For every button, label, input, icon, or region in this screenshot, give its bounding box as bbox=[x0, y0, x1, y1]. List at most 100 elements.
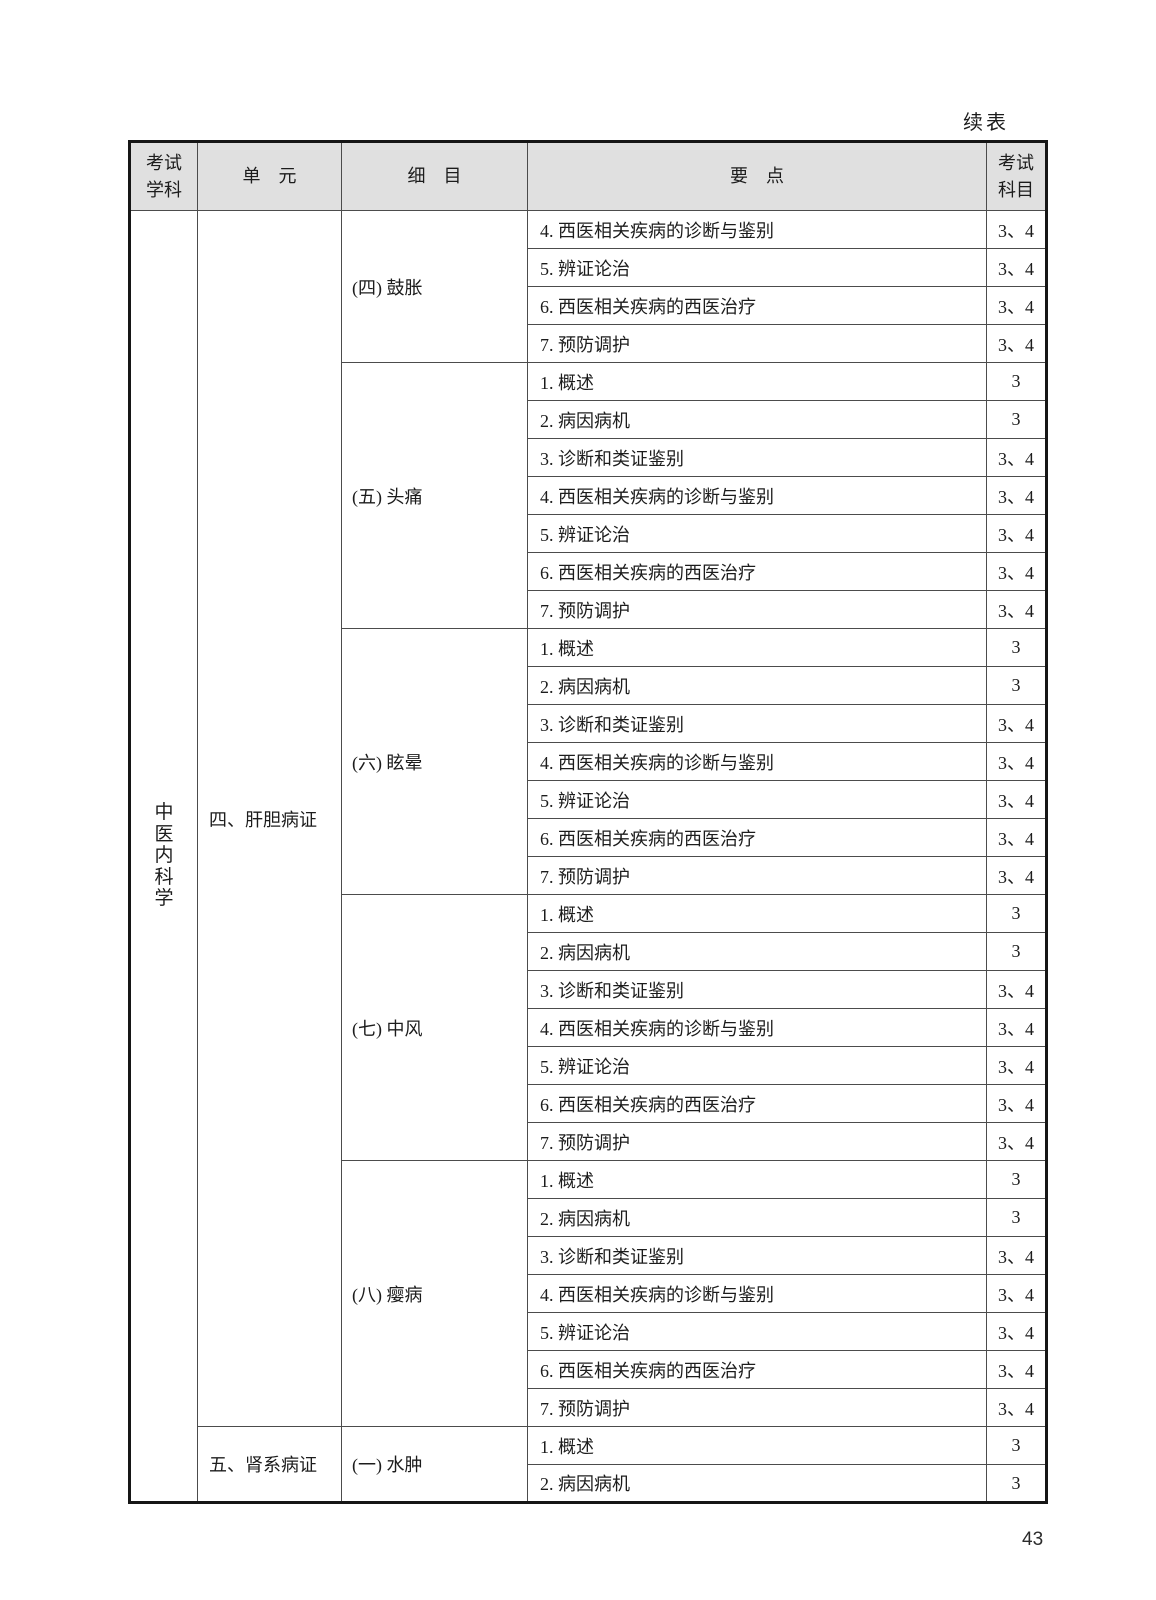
exam-subjects-cell: 3、4 bbox=[986, 552, 1047, 591]
point-cell: 4. 西医相关疾病的诊断与鉴别 bbox=[527, 210, 987, 249]
continued-table-label: 续表 bbox=[963, 112, 1009, 134]
table-row: (六) 眩晕 1. 概述 3 bbox=[130, 628, 1047, 895]
table-row: 6. 西医相关疾病的西医治疗 3、4 bbox=[130, 552, 1047, 591]
unit-cell: 五、肾系病证 bbox=[197, 1426, 342, 1503]
column-header-points: 要 点 bbox=[527, 141, 987, 211]
point-cell: 1. 概述 bbox=[527, 362, 987, 401]
exam-subjects-cell: 3、4 bbox=[986, 742, 1047, 781]
point-cell: 2. 病因病机 bbox=[527, 932, 987, 971]
point-cell: 5. 辨证论治 bbox=[527, 514, 987, 553]
point-cell: 3. 诊断和类证鉴别 bbox=[527, 438, 987, 477]
subject-vertical-text: 中医内科学 bbox=[154, 802, 174, 910]
exam-subjects-cell: 3、4 bbox=[986, 514, 1047, 553]
exam-subjects-cell: 3、4 bbox=[986, 210, 1047, 249]
point-cell: 6. 西医相关疾病的西医治疗 bbox=[527, 818, 987, 857]
table-row: 7. 预防调护 3、4 bbox=[130, 1122, 1047, 1161]
point-cell: 6. 西医相关疾病的西医治疗 bbox=[527, 552, 987, 591]
point-cell: 3. 诊断和类证鉴别 bbox=[527, 970, 987, 1009]
exam-subjects-cell: 3、4 bbox=[986, 1008, 1047, 1047]
table-row: 3. 诊断和类证鉴别 3、4 bbox=[130, 970, 1047, 1009]
point-cell: 7. 预防调护 bbox=[527, 1122, 987, 1161]
exam-subjects-cell: 3、4 bbox=[986, 1046, 1047, 1085]
table-row: 7. 预防调护 3、4 bbox=[130, 590, 1047, 629]
table-row: 中医内科学 四、肝胆病证 (四) 鼓胀 4. 西医相关疾病的诊断与鉴别 3、4 bbox=[129, 210, 1047, 1503]
detail-cell: (五) 头痛 bbox=[341, 362, 528, 629]
exam-subjects-cell: 3、4 bbox=[986, 590, 1047, 629]
exam-subjects-cell: 3、4 bbox=[986, 438, 1047, 477]
syllabus-table: 考试学科 单 元 细 目 要 点 考试科目 中医内科学 四、肝胆病证 (四) 鼓… bbox=[128, 140, 1048, 1504]
table-row: 4. 西医相关疾病的诊断与鉴别 3、4 bbox=[130, 476, 1047, 515]
table-row: 7. 预防调护 3、4 bbox=[130, 324, 1047, 363]
exam-subjects-cell: 3、4 bbox=[986, 970, 1047, 1009]
exam-subjects-cell: 3 bbox=[986, 1160, 1047, 1199]
exam-subjects-cell: 3、4 bbox=[986, 248, 1047, 287]
exam-subjects-cell: 3 bbox=[986, 400, 1047, 439]
point-cell: 4. 西医相关疾病的诊断与鉴别 bbox=[527, 1008, 987, 1047]
table-row: 4. 西医相关疾病的诊断与鉴别 3、4 bbox=[130, 1274, 1047, 1313]
exam-subjects-cell: 3 bbox=[986, 894, 1047, 933]
table-row: 3. 诊断和类证鉴别 3、4 bbox=[130, 1236, 1047, 1275]
subject-cell: 中医内科学 bbox=[129, 210, 198, 1503]
exam-subjects-cell: 3、4 bbox=[986, 1084, 1047, 1123]
point-cell: 1. 概述 bbox=[527, 894, 987, 933]
exam-subjects-cell: 3、4 bbox=[986, 476, 1047, 515]
exam-subjects-cell: 3 bbox=[986, 932, 1047, 971]
detail-cell: (一) 水肿 bbox=[341, 1426, 528, 1503]
exam-subjects-cell: 3 bbox=[986, 628, 1047, 667]
point-cell: 4. 西医相关疾病的诊断与鉴别 bbox=[527, 476, 987, 515]
point-cell: 3. 诊断和类证鉴别 bbox=[527, 1236, 987, 1275]
table-row: 6. 西医相关疾病的西医治疗 3、4 bbox=[130, 286, 1047, 325]
detail-cell: (四) 鼓胀 bbox=[341, 210, 528, 363]
point-cell: 2. 病因病机 bbox=[527, 1464, 987, 1503]
point-cell: 1. 概述 bbox=[527, 1160, 987, 1199]
detail-cell: (七) 中风 bbox=[341, 894, 528, 1161]
point-cell: 5. 辨证论治 bbox=[527, 248, 987, 287]
point-cell: 7. 预防调护 bbox=[527, 856, 987, 895]
point-cell: 5. 辨证论治 bbox=[527, 1312, 987, 1351]
column-header-unit: 单 元 bbox=[197, 141, 342, 211]
exam-subjects-cell: 3、4 bbox=[986, 1388, 1047, 1427]
table-row: (五) 头痛 1. 概述 3 bbox=[130, 362, 1047, 629]
table-row: 6. 西医相关疾病的西医治疗 3、4 bbox=[130, 1350, 1047, 1389]
point-cell: 4. 西医相关疾病的诊断与鉴别 bbox=[527, 742, 987, 781]
exam-subjects-cell: 3 bbox=[986, 1426, 1047, 1465]
exam-subjects-cell: 3 bbox=[986, 1198, 1047, 1237]
point-cell: 7. 预防调护 bbox=[527, 590, 987, 629]
exam-subjects-cell: 3、4 bbox=[986, 1122, 1047, 1161]
table-row: 7. 预防调护 3、4 bbox=[130, 1388, 1047, 1427]
point-cell: 4. 西医相关疾病的诊断与鉴别 bbox=[527, 1274, 987, 1313]
table-row: 5. 辨证论治 3、4 bbox=[130, 1046, 1047, 1085]
point-cell: 1. 概述 bbox=[527, 628, 987, 667]
point-cell: 5. 辨证论治 bbox=[527, 780, 987, 819]
column-header-detail: 细 目 bbox=[341, 141, 528, 211]
table-row: 4. 西医相关疾病的诊断与鉴别 3、4 bbox=[130, 1008, 1047, 1047]
column-header-exam: 考试科目 bbox=[986, 141, 1047, 211]
exam-subjects-cell: 3 bbox=[986, 1464, 1047, 1503]
table-row: 4. 西医相关疾病的诊断与鉴别 3、4 bbox=[130, 742, 1047, 781]
exam-subjects-cell: 3 bbox=[986, 666, 1047, 705]
table-row: (七) 中风 1. 概述 3 bbox=[130, 894, 1047, 1161]
table-row: 5. 辨证论治 3、4 bbox=[130, 1312, 1047, 1351]
table-row: 2. 病因病机 3 bbox=[130, 1198, 1047, 1237]
point-cell: 2. 病因病机 bbox=[527, 1198, 987, 1237]
point-cell: 6. 西医相关疾病的西医治疗 bbox=[527, 286, 987, 325]
table-row: 2. 病因病机 3 bbox=[130, 1464, 1047, 1503]
exam-subjects-cell: 3、4 bbox=[986, 1350, 1047, 1389]
page-number: 43 bbox=[1022, 1529, 1044, 1550]
exam-subjects-cell: 3、4 bbox=[986, 704, 1047, 743]
detail-cell: (八) 瘿病 bbox=[341, 1160, 528, 1427]
exam-subjects-cell: 3、4 bbox=[986, 1274, 1047, 1313]
point-cell: 6. 西医相关疾病的西医治疗 bbox=[527, 1350, 987, 1389]
unit-cell: 四、肝胆病证 bbox=[197, 210, 342, 1427]
exam-subjects-cell: 3、4 bbox=[986, 1236, 1047, 1275]
point-cell: 2. 病因病机 bbox=[527, 400, 987, 439]
table-row: 3. 诊断和类证鉴别 3、4 bbox=[130, 704, 1047, 743]
exam-subjects-cell: 3、4 bbox=[986, 324, 1047, 363]
table-row: 5. 辨证论治 3、4 bbox=[130, 248, 1047, 287]
header-row: 考试学科 单 元 细 目 要 点 考试科目 bbox=[129, 141, 1047, 211]
exam-subjects-cell: 3、4 bbox=[986, 856, 1047, 895]
table-row: 五、肾系病证 (一) 水肿 1. 概述 3 bbox=[130, 1426, 1047, 1503]
exam-subjects-cell: 3 bbox=[986, 362, 1047, 401]
exam-subjects-cell: 3、4 bbox=[986, 1312, 1047, 1351]
